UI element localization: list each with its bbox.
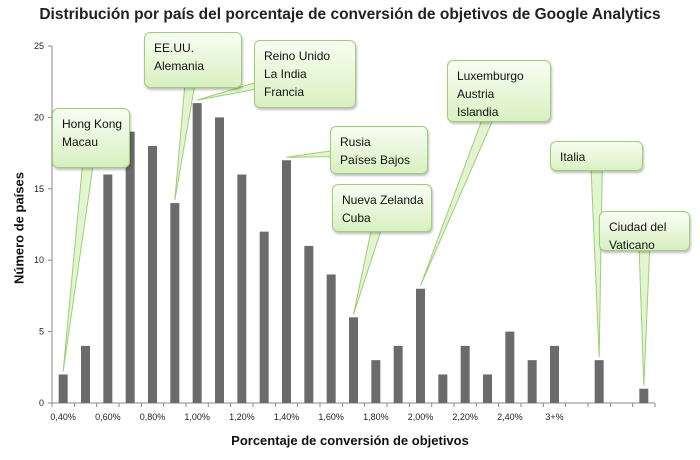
bar: [371, 360, 381, 403]
bar: [58, 374, 68, 403]
bar: [237, 174, 247, 403]
y-tick-label: 5: [39, 327, 44, 337]
bar: [438, 374, 448, 403]
x-tick-label: 0,60%: [95, 412, 121, 422]
callout-line: Italia: [560, 150, 586, 164]
callout-box: Reino Unido La India Francia: [254, 40, 356, 108]
x-tick-label: 1,00%: [184, 412, 210, 422]
bar: [416, 288, 425, 403]
x-tick-label: 0,80%: [140, 412, 166, 422]
callout-box: Nueva Zelanda Cuba: [332, 184, 432, 232]
callout-pointer: [637, 230, 652, 386]
bar: [81, 345, 90, 403]
bar: [125, 131, 135, 403]
bar: [282, 160, 291, 403]
x-tick-label: 2,00%: [408, 412, 434, 422]
bar: [393, 345, 403, 403]
bar: [192, 103, 202, 404]
callout-line: Ciudad del: [609, 220, 667, 234]
x-axis-label: Porcentaje de conversión de objetivos: [231, 433, 469, 448]
x-tick-label: 2,20%: [452, 412, 478, 422]
y-tick-label: 10: [34, 255, 44, 265]
callout-box: Luxemburgo Austria Islandia: [447, 60, 551, 122]
callout-line: Países Bajos: [340, 153, 411, 167]
callout-box: Ciudad del Vaticano: [599, 211, 690, 252]
callout-box: Hong Kong Macau: [52, 108, 130, 168]
callout-box: Rusia Países Bajos: [330, 126, 428, 174]
callout-line: Francia: [264, 85, 305, 99]
bar: [550, 345, 559, 403]
callout-line: La India: [264, 67, 307, 81]
callout-box: Italia: [550, 141, 643, 171]
bar: [483, 374, 492, 403]
bar: [148, 145, 157, 403]
callout-pointer: [589, 155, 604, 358]
callout-line: Islandia: [457, 105, 499, 119]
bar: [505, 331, 515, 403]
callout-box: EE.UU. Alemania: [144, 32, 242, 88]
y-tick-label: 20: [34, 112, 44, 122]
bar: [594, 360, 604, 403]
x-tick-label: 1,60%: [318, 412, 344, 422]
callout-line: Reino Unido: [264, 49, 331, 63]
x-tick-label: 0,40%: [50, 412, 76, 422]
bar: [349, 317, 358, 403]
callout-line: Cuba: [342, 211, 371, 225]
x-tick-label: 1,20%: [229, 412, 255, 422]
callout-line: Rusia: [340, 135, 371, 149]
x-tick-label: 1,80%: [363, 412, 389, 422]
callout-line: Hong Kong: [62, 117, 123, 131]
callout-line: Luxemburgo: [457, 69, 524, 83]
callout-line: EE.UU.: [154, 41, 195, 55]
callout-line: Alemania: [154, 59, 205, 73]
y-tick-label: 0: [39, 398, 44, 408]
bar: [527, 360, 537, 403]
bar: [170, 203, 180, 403]
callout-line: Macau: [62, 135, 99, 149]
bar: [639, 388, 649, 403]
x-tick-label: 1,40%: [274, 412, 300, 422]
y-tick-label: 15: [34, 184, 44, 194]
y-tick-label: 25: [34, 41, 44, 51]
bar: [103, 174, 113, 403]
chart-title: Distribución por país del porcentaje de …: [39, 6, 661, 23]
bar: [215, 117, 224, 404]
callout-line: Vaticano: [609, 238, 655, 252]
callout-line: Austria: [457, 87, 495, 101]
bar: [259, 231, 269, 403]
bar: [460, 345, 470, 403]
bar: [326, 274, 336, 403]
bar: [304, 245, 314, 403]
x-tick-label: 3+%: [545, 412, 563, 422]
callout-line: Nueva Zelanda: [342, 193, 424, 207]
x-tick-label: 2,40%: [497, 412, 523, 422]
callout-pointer: [62, 136, 98, 372]
